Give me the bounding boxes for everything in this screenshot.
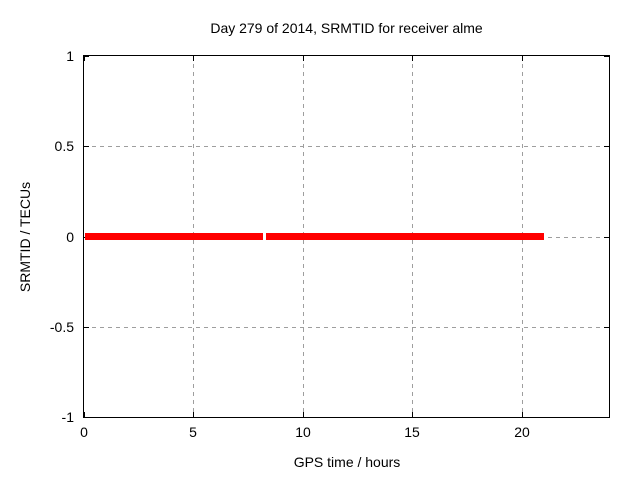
y-tick-mark <box>604 327 609 328</box>
plot-area: 0 5 10 15 20 -1 -0.5 0 0.5 1 <box>50 48 610 440</box>
x-tick-mark <box>84 56 85 61</box>
x-tick-label: 0 <box>80 424 88 440</box>
y-tick-mark <box>604 56 609 57</box>
x-tick-mark <box>412 412 413 417</box>
x-tick-mark <box>522 56 523 61</box>
x-tick-mark <box>412 56 413 61</box>
chart-title: Day 279 of 2014, SRMTID for receiver alm… <box>210 20 483 36</box>
y-tick-label: 0.5 <box>54 138 74 154</box>
x-tick-mark <box>303 56 304 61</box>
y-tick-mark <box>84 327 89 328</box>
x-tick-mark <box>193 56 194 61</box>
x-tick-mark <box>84 412 85 417</box>
data-series-segment <box>85 233 263 240</box>
x-tick-mark <box>522 412 523 417</box>
y-tick-label: 0 <box>66 229 74 245</box>
horizontal-gridline <box>84 327 609 328</box>
y-tick-mark <box>604 417 609 418</box>
series-gap <box>263 233 266 240</box>
data-series-segment <box>266 233 544 240</box>
y-tick-label: -0.5 <box>49 319 74 335</box>
x-tick-mark <box>193 412 194 417</box>
x-axis-label: GPS time / hours <box>293 454 401 470</box>
y-axis-label: SRMTID / TECUs <box>17 181 33 293</box>
y-tick-mark <box>84 56 89 57</box>
y-tick-mark <box>604 237 609 238</box>
x-tick-label: 20 <box>514 424 530 440</box>
x-tick-label: 15 <box>404 424 420 440</box>
y-tick-label: 1 <box>66 48 74 64</box>
x-tick-mark <box>303 412 304 417</box>
y-tick-label: -1 <box>61 409 74 425</box>
x-tick-label: 10 <box>295 424 311 440</box>
horizontal-gridline <box>84 146 609 147</box>
y-tick-mark <box>84 146 89 147</box>
x-tick-label: 5 <box>189 424 197 440</box>
y-tick-mark <box>84 417 89 418</box>
y-tick-mark <box>604 146 609 147</box>
